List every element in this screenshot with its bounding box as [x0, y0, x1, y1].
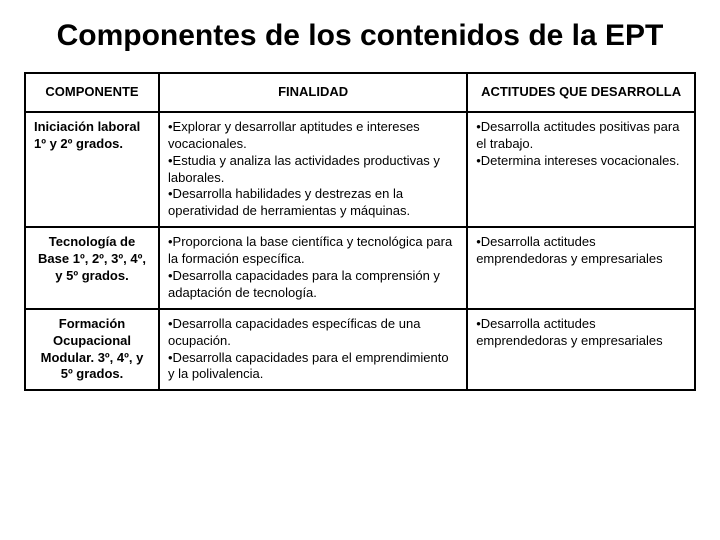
table-row: Iniciación laboral 1º y 2º grados. •Expl…: [25, 112, 695, 227]
table-header-row: COMPONENTE FINALIDAD ACTITUDES QUE DESAR…: [25, 73, 695, 112]
header-finalidad: FINALIDAD: [159, 73, 467, 112]
header-actitudes: ACTITUDES QUE DESARROLLA: [467, 73, 695, 112]
header-componente: COMPONENTE: [25, 73, 159, 112]
row0-finalidad: •Explorar y desarrollar aptitudes e inte…: [159, 112, 467, 227]
row2-finalidad: •Desarrolla capacidades específicas de u…: [159, 309, 467, 391]
content-table: COMPONENTE FINALIDAD ACTITUDES QUE DESAR…: [24, 72, 696, 391]
row1-label: Tecnología de Base 1º, 2º, 3º, 4º, y 5º …: [25, 227, 159, 309]
row0-label: Iniciación laboral 1º y 2º grados.: [25, 112, 159, 227]
table-row: Formación Ocupacional Modular. 3º, 4º, y…: [25, 309, 695, 391]
page-title: Componentes de los contenidos de la EPT: [24, 18, 696, 54]
row2-label: Formación Ocupacional Modular. 3º, 4º, y…: [25, 309, 159, 391]
row1-actitudes: •Desarrolla actitudes emprendedoras y em…: [467, 227, 695, 309]
slide: Componentes de los contenidos de la EPT …: [0, 0, 720, 540]
row2-actitudes: •Desarrolla actitudes emprendedoras y em…: [467, 309, 695, 391]
row1-finalidad: •Proporciona la base científica y tecnol…: [159, 227, 467, 309]
row0-actitudes: •Desarrolla actitudes positivas para el …: [467, 112, 695, 227]
table-row: Tecnología de Base 1º, 2º, 3º, 4º, y 5º …: [25, 227, 695, 309]
